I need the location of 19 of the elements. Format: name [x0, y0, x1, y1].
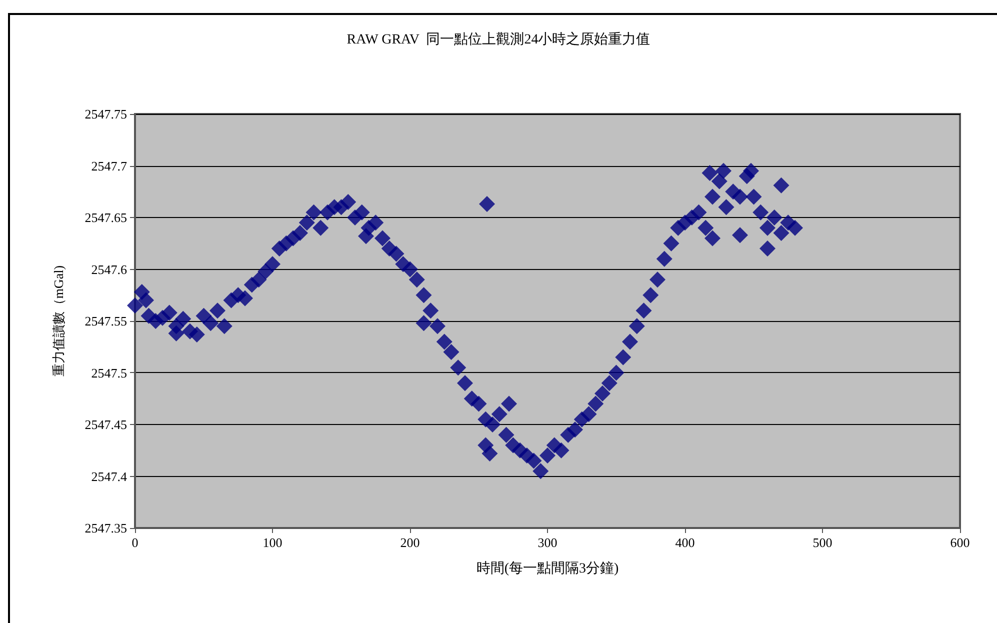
y-tick-label: 2547.65: [84, 210, 127, 225]
x-tick-label: 100: [262, 535, 282, 550]
x-tick-label: 500: [812, 535, 832, 550]
x-tick-label: 400: [675, 535, 695, 550]
y-tick-label: 2547.6: [91, 262, 128, 277]
y-tick-label: 2547.35: [84, 520, 127, 536]
x-tick-label: 200: [400, 535, 420, 550]
x-tick-label: 0: [132, 535, 138, 550]
x-tick-label: 600: [950, 535, 970, 550]
chart-title: RAW GRAV 同一點位上觀測24小時之原始重力值: [346, 32, 650, 48]
y-axis-title: 重力值讀數（mGal): [51, 265, 66, 377]
y-tick-label: 2547.75: [84, 106, 127, 122]
y-tick-label: 2547.4: [91, 468, 128, 484]
y-tick-label: 2547.45: [84, 417, 127, 432]
y-tick-label: 2547.7: [91, 158, 128, 174]
x-axis-title: 時間(每一點間隔3分鐘): [476, 560, 619, 576]
y-tick-label: 2547.55: [84, 314, 127, 328]
y-tick-label: 2547.5: [91, 365, 127, 380]
x-tick-label: 300: [538, 535, 558, 550]
